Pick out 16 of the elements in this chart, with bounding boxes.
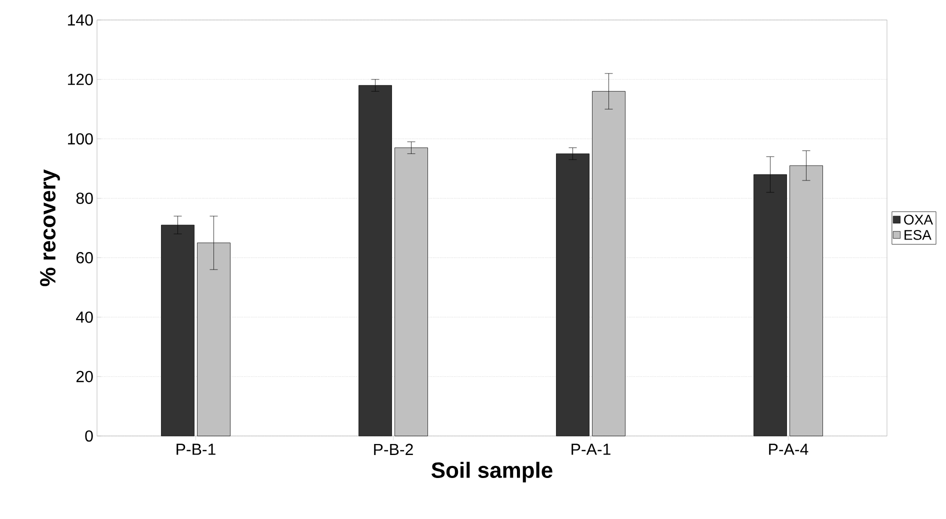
y-tick-label: 0 [85,430,93,442]
y-tick-label: 60 [76,252,93,264]
y-tick-label: 120 [68,74,93,86]
y-tick-label: 40 [76,311,93,323]
y-tick-label: 140 [68,14,93,26]
legend-label: OXA [904,214,933,225]
x-tick-label: P-B-2 [374,444,413,455]
y-axis-title: % recovery [40,169,60,286]
x-tick-label: P-B-1 [176,444,216,455]
y-tick-label: 80 [76,192,93,204]
legend-label: ESA [904,230,932,240]
y-tick-label: 20 [76,370,93,382]
x-tick-label: P-A-4 [769,444,808,455]
x-axis-title: Soil sample [431,462,552,482]
x-tick-label: P-A-1 [572,444,610,455]
y-tick-label: 100 [68,133,93,145]
